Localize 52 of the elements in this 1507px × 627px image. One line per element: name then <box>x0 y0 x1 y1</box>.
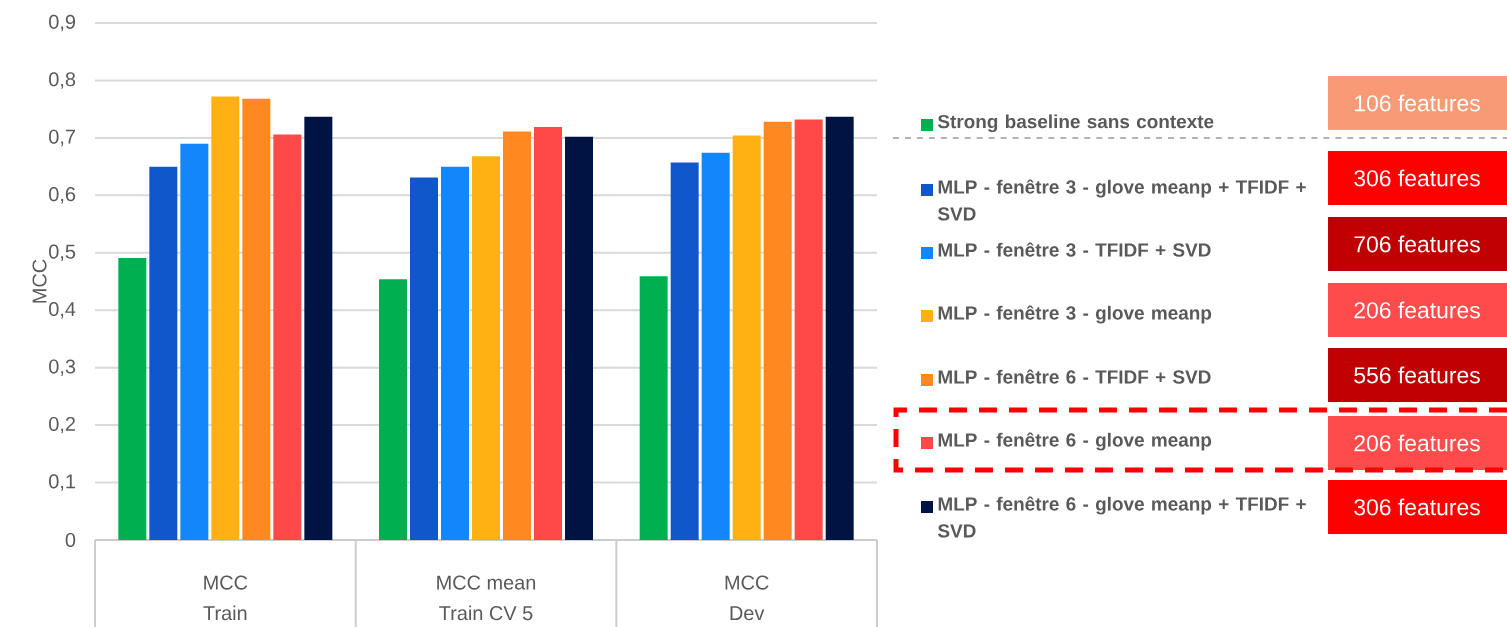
y-tick-label: 0,3 <box>49 359 76 376</box>
bar <box>732 135 761 540</box>
bar <box>670 162 699 540</box>
y-tick-label: 0,1 <box>49 474 76 491</box>
legend-label: MLP - fenêtre 3 - TFIDF + SVD <box>938 242 1211 257</box>
text: Train <box>203 605 247 621</box>
y-tick-label: 0,4 <box>49 302 76 319</box>
bar <box>763 121 792 540</box>
bar <box>639 276 668 540</box>
bar <box>534 126 563 540</box>
y-tick-label: 0,7 <box>49 129 75 147</box>
bar <box>304 116 333 540</box>
legend-label: MLP - fenêtre 6 - glove meanp <box>938 432 1212 451</box>
x-tick-label: MCC <box>204 575 248 590</box>
bar <box>118 257 147 540</box>
text: 706 features <box>1354 235 1480 253</box>
bar <box>211 96 240 540</box>
bar <box>410 177 439 540</box>
text: 206 features <box>1354 301 1480 319</box>
bar <box>825 116 854 540</box>
y-tick-label: 0,8 <box>49 72 76 89</box>
bar <box>273 134 302 540</box>
y-tick-label: 0,2 <box>49 416 75 434</box>
text: 106 features <box>1355 94 1480 112</box>
y-tick-label: 0,5 <box>49 244 76 262</box>
x-tick-label: MCC <box>725 575 769 590</box>
text: Train CV 5 <box>439 605 533 621</box>
text: 206 features <box>1354 434 1480 452</box>
legend-label: MLP - fenêtre 3 - glove meanp + TFIDF + SVD <box>937 179 1306 221</box>
bar <box>701 152 730 540</box>
bar <box>565 136 594 540</box>
text: 306 features <box>1354 498 1480 516</box>
x-tick-label: MCC mean <box>437 575 536 590</box>
bar <box>794 119 823 540</box>
legend-label: Strong baseline sans contexte <box>937 114 1214 133</box>
y-tick-label: 0 <box>65 532 76 548</box>
bar <box>441 166 470 540</box>
text: Dev <box>730 606 765 621</box>
bar <box>379 279 407 540</box>
bar <box>149 166 178 540</box>
bar <box>242 98 271 540</box>
y-tick-label: 0,9 <box>49 14 76 32</box>
text: 306 features <box>1354 169 1480 187</box>
bar <box>180 143 209 540</box>
legend-label: MLP - fenêtre 6 - glove meanp + TFIDF + SVD <box>937 496 1306 538</box>
text: 556 features <box>1354 366 1480 384</box>
legend-label: MLP - fenêtre 6 - TFIDF + SVD <box>938 369 1211 384</box>
bar <box>472 156 501 540</box>
y-tick-label: 0,6 <box>49 187 76 204</box>
bar <box>503 131 532 540</box>
y-axis-title: MCC <box>32 259 47 303</box>
legend-label: MLP - fenêtre 3 - glove meanp <box>938 305 1212 324</box>
